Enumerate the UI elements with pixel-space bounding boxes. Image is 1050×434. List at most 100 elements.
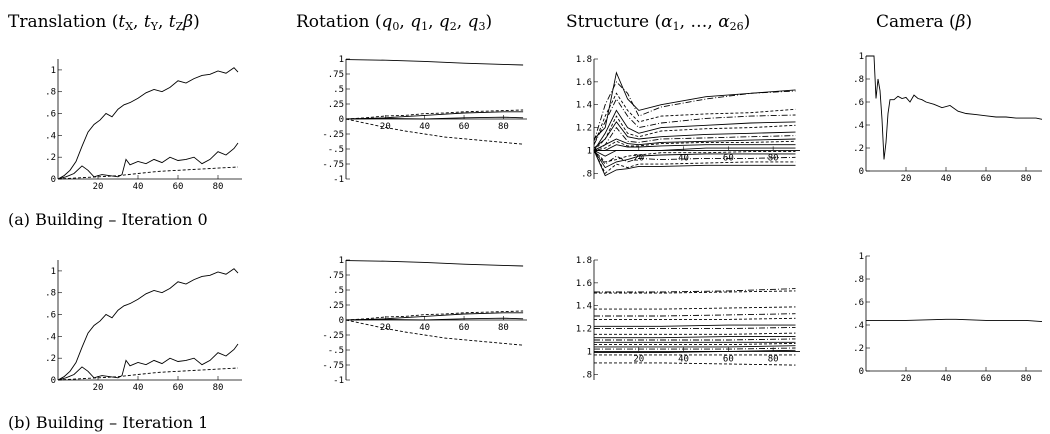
y-tick-label: .2 [853,144,864,154]
series-line-0 [866,318,1043,323]
y-tick-label: .5 [333,85,344,95]
y-tick-label: 1 [339,256,344,266]
y-tick-label: 1 [859,252,864,262]
y-tick-label: 1.8 [576,55,592,65]
x-tick-label: 20 [901,174,912,184]
series-line-8 [594,336,796,339]
y-tick-label: .2 [45,153,56,163]
y-tick-label: .4 [853,121,864,131]
series-line-10 [594,144,796,151]
y-tick-label: .5 [333,286,344,296]
y-tick-label: -.25 [322,331,344,341]
series-line-6 [594,326,796,330]
x-tick-label: 20 [633,354,644,364]
y-tick-label: -.5 [328,145,344,155]
series-line-4 [593,109,796,151]
y-tick-label: 1 [587,146,592,156]
x-tick-label: 80 [213,383,224,393]
x-tick-label: 60 [981,174,992,184]
x-tick-label: 60 [459,323,470,333]
series-line-2 [593,92,796,145]
x-tick-label: 20 [93,182,104,192]
y-tick-label: 1.2 [576,325,592,335]
y-tick-label: 1.4 [576,101,592,111]
series-line-9 [593,140,796,151]
camera-plot-iteration-0: 0 .2 .4 .6 .8 1 20 40 60 80 [853,52,1043,184]
series-line-1 [345,111,524,120]
y-tick-label: 1 [339,55,344,65]
x-tick-label: 20 [901,374,912,384]
x-tick-label: 40 [678,354,689,364]
x-tick-label: 40 [678,153,689,163]
column-title-structure: Structure (α1, …, α26) [566,12,751,33]
column-title-rotation: Rotation (q0, q1, q2, q3) [296,12,493,33]
x-tick-label: 40 [941,374,952,384]
series-line-3 [345,116,524,120]
series-line-3 [594,313,796,317]
series-line-2 [594,306,796,310]
series-line-13 [594,347,796,350]
series-line-0 [866,55,1043,160]
x-tick-label: 60 [173,182,184,192]
y-tick-label: .6 [45,110,56,120]
series-line-0 [57,268,239,381]
series-line-2 [345,109,524,120]
series-line-8 [593,138,796,151]
y-tick-label: 1 [859,52,864,62]
series-line-15 [593,150,796,175]
series-line-14 [594,349,796,354]
column-title-camera: Camera (β) [876,12,973,32]
series-line-0 [57,67,239,180]
series-line-7 [593,126,796,154]
translation-plot-iteration-1: 0 .2 .4 .6 .8 1 20 40 60 80 [45,260,242,393]
x-tick-label: 60 [173,383,184,393]
y-tick-label: 1.4 [576,302,592,312]
x-tick-label: 80 [1021,374,1032,384]
series-line-16 [594,362,796,366]
y-tick-label: .4 [45,131,56,141]
series-line-1 [593,81,796,142]
series-line-1 [57,142,239,180]
y-tick-label: .75 [328,271,344,281]
series-line-4 [345,319,524,346]
y-tick-label: -.75 [322,160,344,170]
series-line-4 [594,317,796,320]
x-tick-label: 40 [419,323,430,333]
series-line-14 [593,150,796,165]
y-tick-label: 1 [51,267,56,277]
y-tick-label: 1 [51,66,56,76]
x-tick-label: 80 [498,323,509,333]
series-line-0 [593,71,796,140]
series-line-11 [594,342,796,346]
y-tick-label: 1.6 [576,78,592,88]
series-line-0 [345,260,524,267]
series-line-3 [345,317,524,321]
y-tick-label: -.5 [328,346,344,356]
translation-plot-iteration-0: 0 .2 .4 .6 .8 1 20 40 60 80 [45,59,242,192]
series-line-1 [57,343,239,381]
x-tick-label: 60 [459,122,470,132]
y-tick-label: -1 [333,175,344,185]
y-tick-label: -1 [333,376,344,386]
series-line-5 [594,324,796,327]
y-tick-label: 0 [339,316,344,326]
camera-plot-iteration-1: 0 .2 .4 .6 .8 1 20 40 60 80 [853,252,1043,384]
y-tick-label: .6 [45,311,56,321]
y-tick-label: .4 [45,332,56,342]
series-line-6 [593,121,796,149]
y-tick-label: 1.6 [576,279,592,289]
y-tick-label: -.25 [322,130,344,140]
x-tick-label: 80 [768,153,779,163]
y-tick-label: .8 [853,275,864,285]
series-line-5 [593,115,796,151]
x-tick-label: 20 [93,383,104,393]
y-tick-label: 1.8 [576,256,592,266]
series-line-16 [593,150,796,177]
y-tick-label: 1.2 [576,124,592,134]
y-tick-label: .6 [853,98,864,108]
y-tick-label: .2 [853,344,864,354]
y-tick-label: .75 [328,70,344,80]
series-line-2 [57,166,239,180]
series-line-1 [345,312,524,321]
